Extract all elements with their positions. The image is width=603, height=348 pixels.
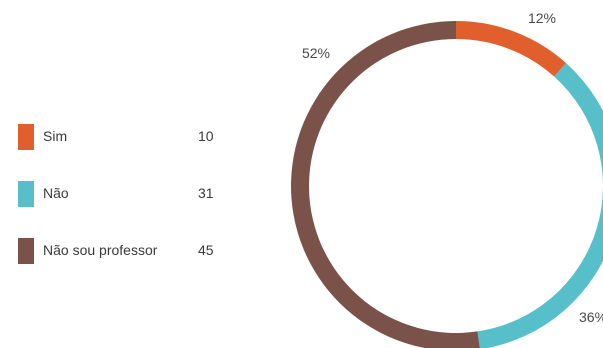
- legend-value-sim: 10: [198, 128, 214, 144]
- legend-label-nao-sou-professor: Não sou professor: [43, 242, 158, 258]
- legend-item-nao: Não 31: [18, 179, 238, 209]
- legend-item-sim: Sim 10: [18, 122, 238, 152]
- percent-label-nao: 36%: [579, 309, 603, 325]
- legend-swatch-sim: [18, 124, 34, 150]
- donut-slice-nao: [477, 63, 603, 348]
- legend-swatch-nao: [18, 181, 34, 207]
- legend-swatch-nao-sou-professor: [18, 238, 34, 264]
- legend-value-nao: 31: [198, 185, 214, 201]
- percent-label-nao-sou-professor: 52%: [302, 45, 330, 61]
- legend-label-sim: Sim: [43, 128, 68, 144]
- chart-legend: Sim 10 Não 31 Não sou professor 45: [18, 122, 238, 293]
- legend-value-nao-sou-professor: 45: [198, 242, 214, 258]
- legend-item-nao-sou-professor: Não sou professor 45: [18, 236, 238, 266]
- donut-slice-nao-sou-professor: [291, 21, 480, 348]
- percent-label-sim: 12%: [528, 10, 556, 26]
- donut-slice-sim: [456, 21, 567, 77]
- legend-label-nao: Não: [43, 185, 69, 201]
